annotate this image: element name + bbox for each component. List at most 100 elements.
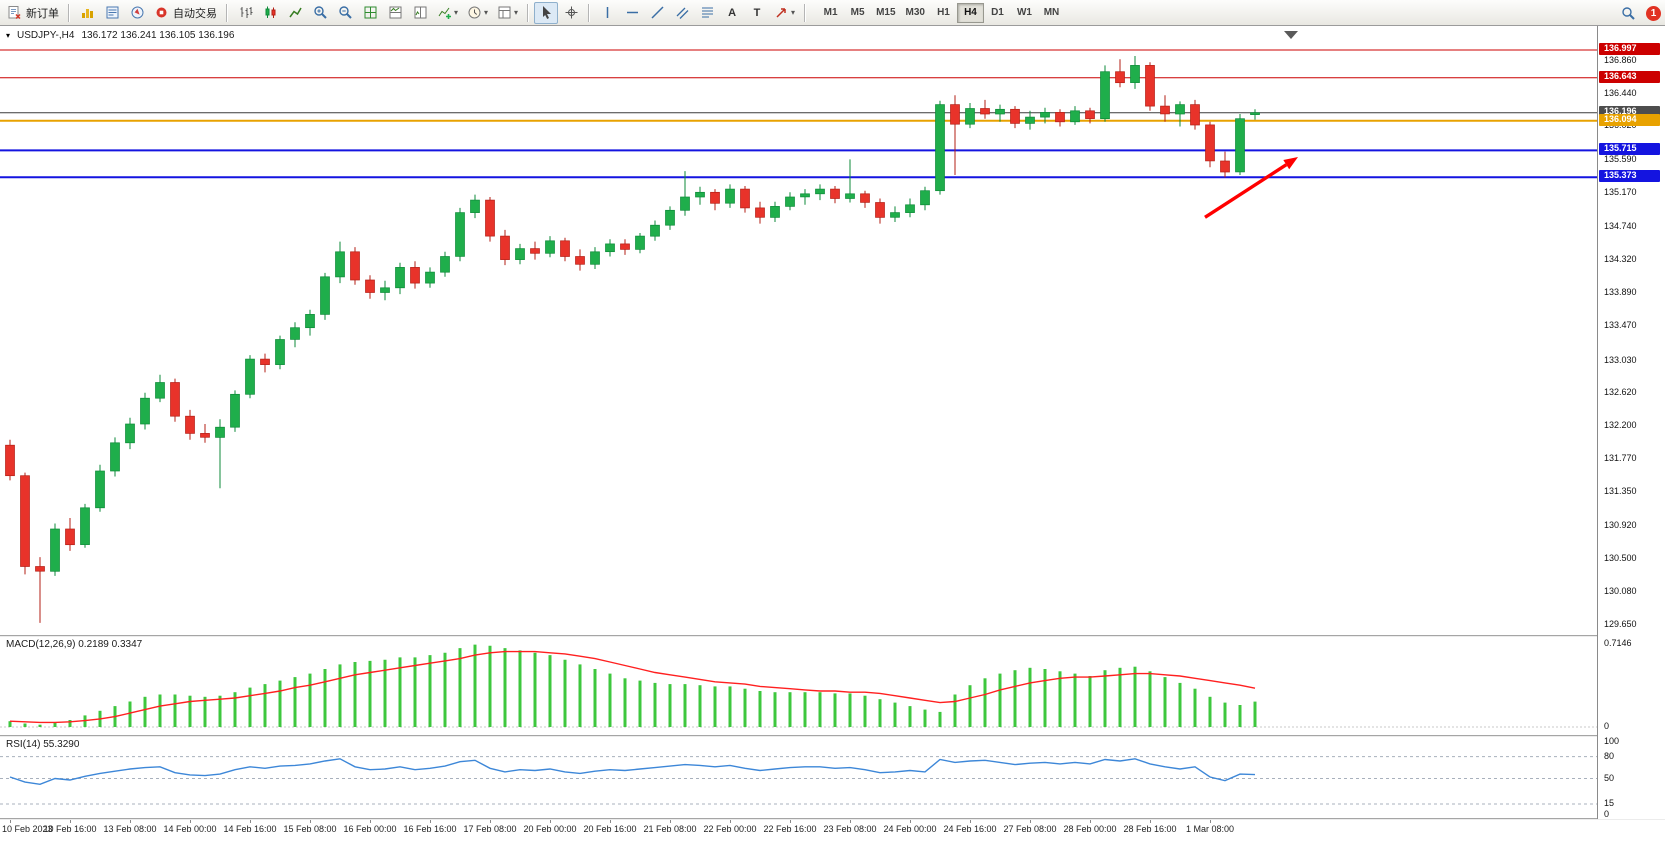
timeframe-button-h4[interactable]: H4 <box>956 2 984 23</box>
timeframe-button-w1[interactable]: W1 <box>1011 3 1038 23</box>
price-axis-label: 131.350 <box>1604 486 1637 496</box>
price-axis-label: 133.890 <box>1604 287 1637 297</box>
tile-vertical-button[interactable] <box>408 2 432 24</box>
timeframe-button-h1[interactable]: H1 <box>930 3 957 23</box>
candle <box>395 262 405 295</box>
data-window-button[interactable] <box>100 2 124 24</box>
candlestick-chart-canvas[interactable] <box>0 26 1597 635</box>
timeframe-button-m15[interactable]: M15 <box>871 3 900 23</box>
timeframe-button-m30[interactable]: M30 <box>901 3 930 23</box>
periods-button[interactable]: ▾ <box>463 2 492 24</box>
vertical-line-tool-button[interactable] <box>595 2 619 24</box>
trendline-tool-button[interactable] <box>645 2 669 24</box>
candle <box>905 198 915 218</box>
time-axis-tick <box>1150 819 1151 823</box>
candle <box>1070 106 1080 125</box>
crosshair-icon <box>565 6 578 19</box>
bar-chart-mode-button[interactable] <box>233 2 257 24</box>
search-button[interactable] <box>1616 2 1640 24</box>
notification-badge[interactable]: 1 <box>1646 5 1661 21</box>
tile-windows-button[interactable] <box>358 2 382 24</box>
fibonacci-tool-button[interactable] <box>695 2 719 24</box>
candle <box>875 198 885 224</box>
market-watch-icon <box>81 9 93 18</box>
main-chart-panel[interactable]: ▾ USDJPY-,H4 136.172 136.241 136.105 136… <box>0 26 1597 635</box>
chart-symbol-timeframe: USDJPY-,H4 <box>17 30 75 41</box>
panel-divider-rsi[interactable] <box>0 735 1665 737</box>
text-tool-button[interactable]: A <box>720 2 744 24</box>
chart-title: ▾ USDJPY-,H4 136.172 136.241 136.105 136… <box>6 30 234 41</box>
time-axis-tick <box>250 819 251 823</box>
price-axis-label: 130.500 <box>1604 553 1637 563</box>
candle <box>155 374 165 403</box>
horizontal-line-tool-button[interactable] <box>620 2 644 24</box>
candle <box>125 417 135 450</box>
line-chart-mode-button[interactable] <box>283 2 307 24</box>
rsi-line <box>9 758 1256 786</box>
toolbar-right-group: 1 <box>1616 0 1661 26</box>
time-axis-label: 1 Mar 08:00 <box>1185 824 1235 834</box>
zoom-in-button[interactable] <box>308 2 332 24</box>
navigator-button[interactable] <box>125 2 149 24</box>
arrow-shape-icon <box>776 8 786 18</box>
timeframe-button-d1[interactable]: D1 <box>984 3 1011 23</box>
channel-icon <box>676 7 689 19</box>
candle <box>350 247 360 285</box>
candle <box>725 184 735 208</box>
crosshair-tool-button[interactable] <box>559 2 583 24</box>
one-click-trading-toggle-icon[interactable]: ▾ <box>6 31 11 40</box>
candle <box>965 103 975 129</box>
time-axis-label: 14 Feb 16:00 <box>223 824 277 834</box>
autotrading-button[interactable]: 自动交易 <box>150 2 221 24</box>
candle <box>290 322 300 348</box>
candle <box>845 159 855 203</box>
time-axis-label: 21 Feb 08:00 <box>643 824 697 834</box>
trend-arrow-annotation[interactable] <box>1204 163 1288 219</box>
zoom-out-button[interactable] <box>333 2 357 24</box>
time-axis-label: 22 Feb 00:00 <box>703 824 757 834</box>
market-watch-button[interactable] <box>75 2 99 24</box>
panel-divider-macd[interactable] <box>0 635 1665 637</box>
time-axis-label: 23 Feb 08:00 <box>823 824 877 834</box>
rsi-chart-canvas[interactable] <box>0 737 1597 818</box>
shapes-tool-button[interactable]: ▾ <box>770 2 799 24</box>
macd-chart-canvas[interactable] <box>0 637 1597 735</box>
candle <box>485 197 495 242</box>
time-axis-label: 13 Feb 08:00 <box>103 824 157 834</box>
candle <box>695 186 705 205</box>
timeframe-button-mn[interactable]: MN <box>1038 3 1065 23</box>
cascade-windows-button[interactable] <box>383 2 407 24</box>
candle <box>230 390 240 432</box>
rsi-axis-label: 0 <box>1604 809 1610 819</box>
candle <box>1055 109 1065 127</box>
templates-button[interactable]: ▾ <box>493 2 522 24</box>
candle <box>20 472 30 575</box>
candle <box>1175 101 1185 127</box>
autotrading-label: 自动交易 <box>173 7 217 20</box>
channel-tool-button[interactable] <box>670 2 694 24</box>
candle <box>1130 56 1140 89</box>
new-order-button[interactable]: 新订单 <box>3 2 63 24</box>
rsi-panel[interactable]: RSI(14) 55.3290 <box>0 737 1597 818</box>
cursor-tool-button[interactable] <box>534 1 559 24</box>
time-axis-label: 28 Feb 16:00 <box>1123 824 1177 834</box>
add-indicator-icon <box>438 7 451 19</box>
candle <box>800 189 810 205</box>
timeframe-button-m1[interactable]: M1 <box>817 3 844 23</box>
candlestick-icon <box>265 6 275 18</box>
time-axis-label: 17 Feb 08:00 <box>463 824 517 834</box>
candle <box>200 424 210 443</box>
rsi-label: RSI(14) 55.3290 <box>6 739 80 750</box>
candle <box>935 100 945 195</box>
candlestick-mode-button[interactable] <box>258 2 282 24</box>
time-axis-label: 24 Feb 00:00 <box>883 824 937 834</box>
candle <box>545 236 555 258</box>
indicators-button[interactable]: ▾ <box>433 2 462 24</box>
time-axis-tick <box>970 819 971 823</box>
macd-panel[interactable]: MACD(12,26,9) 0.2189 0.3347 <box>0 637 1597 735</box>
chart-shift-marker[interactable] <box>1284 31 1298 39</box>
label-tool-button[interactable]: T <box>745 2 769 24</box>
price-axis-label: 132.200 <box>1604 420 1637 430</box>
timeframe-button-m5[interactable]: M5 <box>844 3 871 23</box>
